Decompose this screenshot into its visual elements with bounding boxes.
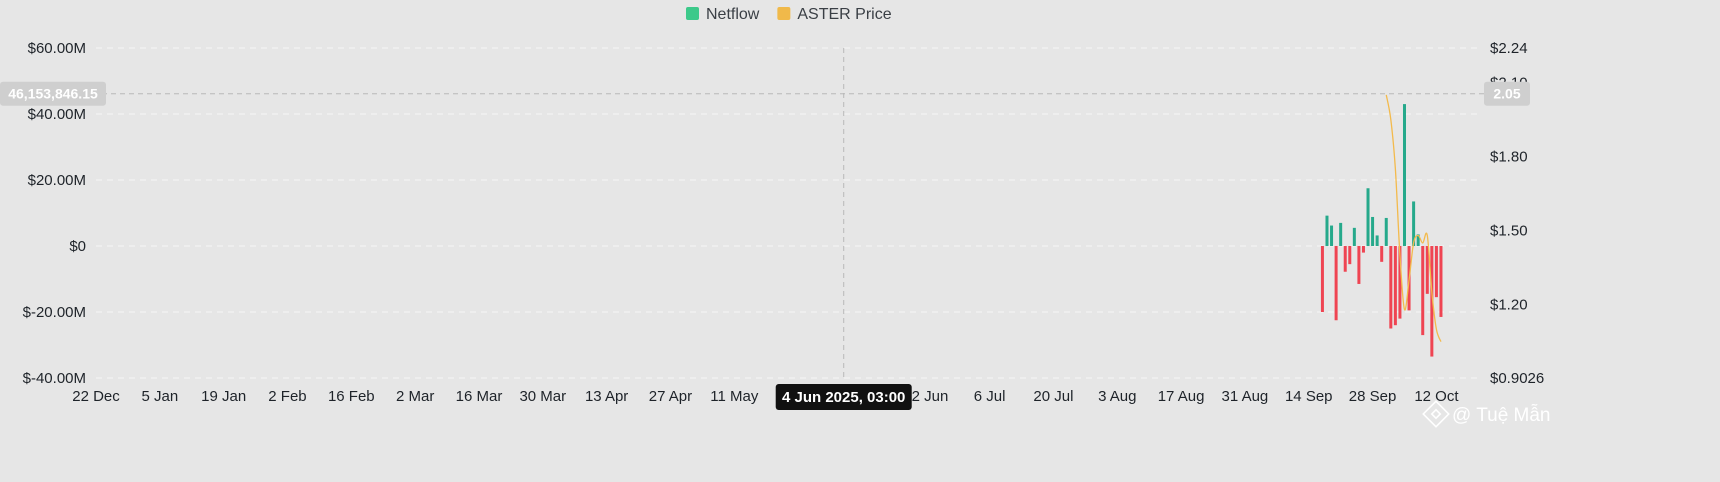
netflow-bar-24 <box>1430 246 1434 357</box>
y-right-tick-5: $0.9026 <box>1490 370 1544 387</box>
netflow-bar-1 <box>1325 215 1329 246</box>
crosshair-left-badge <box>0 81 106 106</box>
y-left-tick-4: $-20.00M <box>23 304 86 321</box>
watermark: @ Tuệ Mẫn <box>1422 400 1551 428</box>
watermark-text: @ Tuệ Mẫn <box>1452 404 1551 426</box>
x-tick-15: 17 Aug <box>1158 388 1205 405</box>
binance-logo-icon <box>1422 400 1450 428</box>
crosshair <box>30 48 1492 378</box>
x-tick-1: 5 Jan <box>141 388 178 405</box>
netflow-bar-6 <box>1348 246 1352 265</box>
netflow-bar-26 <box>1439 246 1443 317</box>
netflow-bar-9 <box>1361 246 1365 253</box>
x-axis: 22 Dec 5 Jan 19 Jan 2 Feb 16 Feb 2 Mar 16 Mar 3… <box>72 388 1459 405</box>
x-tick-17: 14 Sep <box>1285 388 1333 405</box>
crosshair-left-value: 46,153,846.15 <box>8 86 98 102</box>
y-axis-right: $2.24$2.10$1.80$1.50$1.20$0.9026 <box>1490 40 1544 387</box>
netflow-bar-7 <box>1352 227 1356 246</box>
netflow-bar-21 <box>1416 234 1420 246</box>
netflow-bar-5 <box>1343 246 1347 272</box>
x-tick-7: 30 Mar <box>519 388 566 405</box>
x-tick-5: 2 Mar <box>396 388 434 405</box>
netflow-bar-4 <box>1339 222 1343 246</box>
x-tick-11: 22 Jun <box>903 388 948 405</box>
y-left-tick-2: $20.00M <box>28 172 86 189</box>
x-tick-6: 16 Mar <box>456 388 503 405</box>
x-tick-12: 6 Jul <box>974 388 1006 405</box>
crosshair-date-label: 4 Jun 2025, 03:00 <box>782 389 905 406</box>
price-line-layer <box>1385 94 1442 342</box>
netflow-bar-10 <box>1366 188 1370 246</box>
y-left-tick-1: $40.00M <box>28 106 86 123</box>
grid-lines <box>96 47 1482 379</box>
netflow-bar-25 <box>1434 246 1438 298</box>
netflow-bar-14 <box>1384 217 1388 246</box>
netflow-bar-8 <box>1357 246 1361 284</box>
netflow-bar-0 <box>1320 246 1324 312</box>
y-right-tick-4: $1.20 <box>1490 297 1528 314</box>
netflow-bar-16 <box>1393 246 1397 326</box>
y-right-tick-3: $1.50 <box>1490 223 1528 240</box>
x-tick-19: 12 Oct <box>1414 388 1459 405</box>
x-tick-0: 22 Dec <box>72 388 120 405</box>
x-tick-4: 16 Feb <box>328 388 375 405</box>
legend-swatch-0 <box>686 7 699 20</box>
y-left-tick-3: $0 <box>69 238 86 255</box>
crosshair-badges: 46,153,846.15 2.05 4 Jun 2025, 03:00 <box>0 81 1530 410</box>
crosshair-right-value: 2.05 <box>1493 86 1520 102</box>
netflow-bar-3 <box>1334 246 1338 321</box>
x-tick-14: 3 Aug <box>1098 388 1136 405</box>
x-tick-8: 13 Apr <box>585 388 628 405</box>
netflow-bars <box>1320 104 1443 357</box>
x-tick-3: 2 Feb <box>268 388 306 405</box>
netflow-bar-13 <box>1380 246 1384 262</box>
netflow-bar-12 <box>1375 235 1379 246</box>
netflow-bar-2 <box>1330 225 1334 246</box>
price-line <box>1385 94 1442 342</box>
x-tick-10: 11 May <box>710 388 759 405</box>
netflow-bar-11 <box>1371 216 1375 246</box>
y-left-tick-5: $-40.00M <box>23 370 86 387</box>
netflow-bar-23 <box>1425 246 1429 294</box>
x-tick-18: 28 Sep <box>1349 388 1397 405</box>
x-tick-2: 19 Jan <box>201 388 246 405</box>
netflow-bar-22 <box>1421 246 1425 336</box>
y-right-tick-2: $1.80 <box>1490 149 1528 166</box>
y-left-tick-0: $60.00M <box>28 40 86 57</box>
y-right-tick-0: $2.24 <box>1490 40 1528 57</box>
legend-swatch-1 <box>777 7 791 20</box>
netflow-bar-20 <box>1412 201 1416 246</box>
crosshair-right-badge <box>1484 81 1530 106</box>
netflow-bar-17 <box>1398 246 1402 319</box>
legend: Netflow ASTER Price <box>686 6 892 23</box>
netflow-bar-18 <box>1402 104 1406 246</box>
crosshair-date-tooltip <box>775 384 912 410</box>
netflow-bar-15 <box>1389 246 1393 329</box>
y-axis-left: $60.00M $40.00M $20.00M $0 $-20.00M $-40.00M <box>23 40 86 387</box>
x-tick-9: 27 Apr <box>649 388 692 405</box>
x-tick-16: 31 Aug <box>1222 388 1269 405</box>
legend-label-0: Netflow <box>706 6 760 23</box>
x-tick-13: 20 Jul <box>1033 388 1073 405</box>
legend-label-1: ASTER Price <box>797 6 891 23</box>
